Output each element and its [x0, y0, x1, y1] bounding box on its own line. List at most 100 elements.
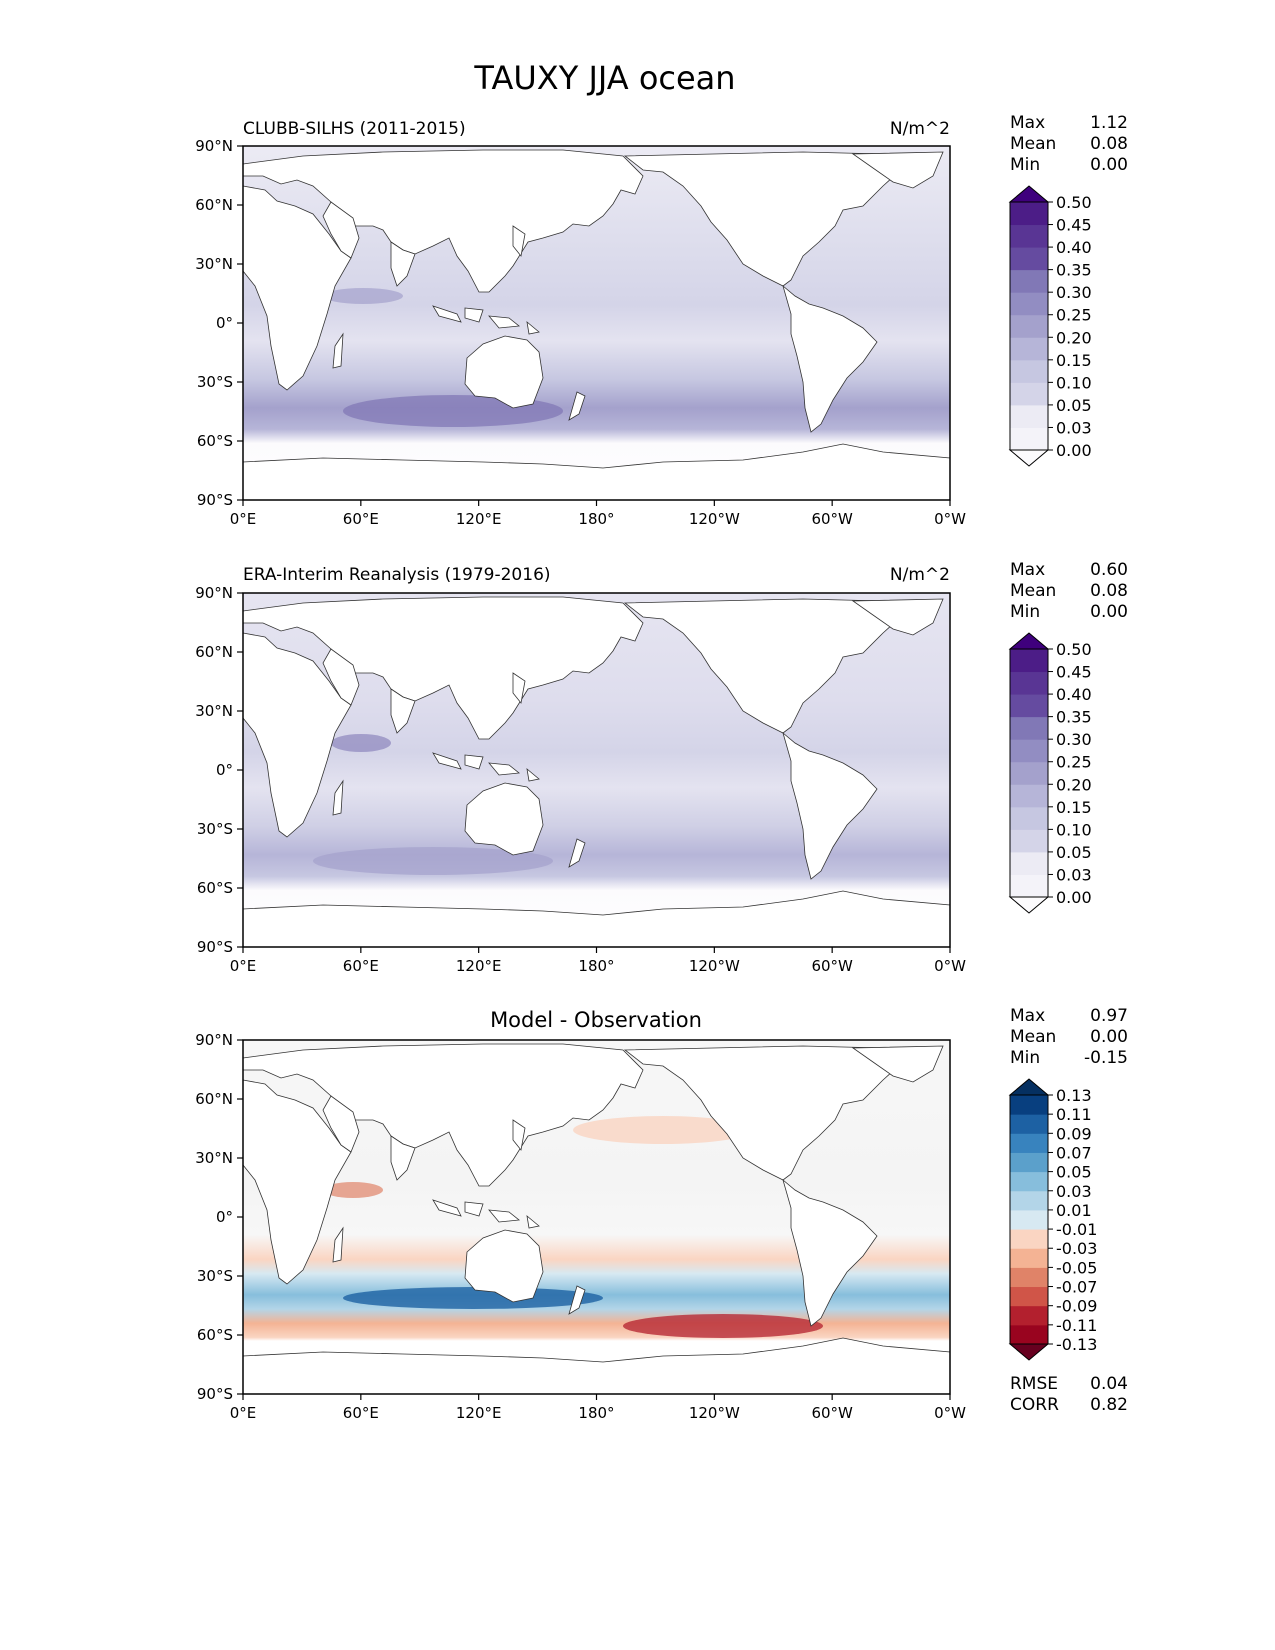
panel-3-stat-value-min: -0.15 — [1084, 1048, 1128, 1068]
colorbar-tick-label: 0.45 — [1056, 663, 1092, 682]
panel-1-stat-label-min: Min — [1010, 155, 1040, 175]
colorbar-tick-label: 0.35 — [1056, 261, 1092, 280]
panel-3-stat-value-max: 0.97 — [1090, 1006, 1128, 1026]
x-tick-label: 60°W — [811, 957, 853, 975]
colorbar-tick-label: 0.05 — [1056, 1163, 1092, 1182]
panel-3-title: Model - Observation — [490, 1008, 702, 1032]
panel-1-stat-label-mean: Mean — [1010, 134, 1056, 154]
colorbar-segment — [1010, 761, 1048, 785]
colorbar-tick-label: 0.25 — [1056, 753, 1092, 772]
colorbar-tick-label: 0.03 — [1056, 418, 1092, 437]
colorbar-tick-label: 0.35 — [1056, 708, 1092, 727]
colorbar-tick-label: 0.01 — [1056, 1201, 1092, 1220]
colorbar-extend-max — [1008, 632, 1050, 650]
y-tick-label: 60°S — [197, 879, 233, 897]
panel-2-stat-value-min: 0.00 — [1090, 602, 1128, 622]
colorbar-tick-label: -0.09 — [1056, 1297, 1097, 1316]
colorbar-extend-max — [1008, 1078, 1050, 1096]
colorbar-tick-label: -0.05 — [1056, 1258, 1097, 1277]
colorbar-segment — [1010, 1114, 1048, 1134]
panel-2-stat-label-min: Min — [1010, 602, 1040, 622]
y-tick-label: 30°S — [197, 820, 233, 838]
panel-3-positive-bias-band — [343, 1287, 603, 1309]
y-tick-label: 90°N — [195, 584, 233, 602]
colorbar-segment — [1010, 359, 1048, 383]
panel-3-stat-value-mean: 0.00 — [1090, 1027, 1128, 1047]
colorbar-segment — [1010, 292, 1048, 316]
colorbar-segment — [1010, 851, 1048, 875]
colorbar-segment — [1010, 671, 1048, 695]
y-tick-label: 60°N — [195, 643, 233, 661]
y-tick-label: 90°N — [195, 1031, 233, 1049]
colorbar-segment — [1010, 739, 1048, 763]
colorbar-segment — [1010, 202, 1048, 226]
panel-2-stat-value-max: 0.60 — [1090, 560, 1128, 580]
x-tick-label: 180° — [578, 957, 614, 975]
colorbar-tick-label: -0.13 — [1056, 1335, 1097, 1354]
colorbar-tick-label: 0.45 — [1056, 216, 1092, 235]
panel-2-arabian-sea-band — [331, 734, 391, 752]
colorbar-segment — [1010, 806, 1048, 830]
panel-3-metrics: RMSE 0.04 CORR 0.82 — [1010, 1374, 1128, 1415]
colorbar-tick-label: 0.50 — [1056, 193, 1092, 212]
colorbar-segment — [1010, 1229, 1048, 1249]
y-tick-label: 0° — [216, 1208, 233, 1226]
colorbar-segment — [1010, 874, 1048, 898]
colorbar-tick-label: 0.30 — [1056, 283, 1092, 302]
colorbar-tick-label: 0.20 — [1056, 328, 1092, 347]
panel-3-xaxis: 0°E 60°E 120°E 180° 120°W 60°W 0°W — [230, 1394, 966, 1422]
colorbar-segment — [1010, 1324, 1048, 1345]
colorbar-segment — [1010, 649, 1048, 673]
panel-1-stat-value-max: 1.12 — [1090, 113, 1128, 133]
colorbar-tick-label: 0.25 — [1056, 306, 1092, 325]
y-tick-label: 0° — [216, 314, 233, 332]
colorbar-tick-label: 0.09 — [1056, 1124, 1092, 1143]
colorbar-segment — [1010, 269, 1048, 293]
colorbar-outline — [1009, 201, 1049, 451]
panel-3-rmse-value: 0.04 — [1090, 1374, 1128, 1394]
colorbar-tick-label: 0.15 — [1056, 798, 1092, 817]
panel-3-north-pacific-bias — [573, 1116, 753, 1144]
y-tick-label: 60°S — [197, 1326, 233, 1344]
colorbar-tick-label: -0.07 — [1056, 1278, 1097, 1297]
panel-1-arabian-sea-band — [323, 288, 403, 304]
colorbar-tick-label: 0.00 — [1056, 888, 1092, 907]
y-tick-label: 60°N — [195, 1090, 233, 1108]
colorbar-tick-label: 0.13 — [1056, 1086, 1092, 1105]
colorbar-tick-label: 0.05 — [1056, 843, 1092, 862]
colorbar-tick-label: 0.03 — [1056, 1182, 1092, 1201]
colorbar-segment — [1010, 224, 1048, 248]
colorbar-tick-label: 0.30 — [1056, 730, 1092, 749]
colorbar-tick-label: 0.03 — [1056, 865, 1092, 884]
panel-1-stat-label-max: Max — [1010, 113, 1045, 133]
panel-3-arabian-sea-bias — [323, 1182, 383, 1198]
panel-2-colorbar: 0.00 0.03 0.05 0.10 0.15 0.20 0.25 0.30 0.35 0.40… — [1008, 632, 1092, 914]
y-tick-label: 30°N — [195, 1149, 233, 1167]
x-tick-label: 60°W — [811, 1404, 853, 1422]
x-tick-label: 180° — [578, 510, 614, 528]
panel-3-corr-value: 0.82 — [1090, 1395, 1128, 1415]
panel-1-stat-value-min: 0.00 — [1090, 155, 1128, 175]
panel-1-xaxis: 0°E 60°E 120°E 180° 120°W 60°W 0°W — [230, 500, 966, 528]
colorbar-segment — [1010, 784, 1048, 808]
panel-3-stat-label-min: Min — [1010, 1048, 1040, 1068]
figure-title: TAUXY JJA ocean — [473, 59, 735, 97]
colorbar-segment — [1010, 404, 1048, 428]
colorbar-tick-label: 0.40 — [1056, 238, 1092, 257]
x-tick-label: 180° — [578, 1404, 614, 1422]
panel-2: ERA-Interim Reanalysis (1979-2016) N/m^2… — [195, 560, 1128, 975]
panel-2-stats: Max 0.60 Mean 0.08 Min 0.00 — [1010, 560, 1128, 622]
x-tick-label: 60°E — [343, 957, 379, 975]
colorbar-extend-min — [1008, 896, 1050, 914]
x-tick-label: 120°W — [689, 1404, 740, 1422]
x-tick-label: 60°E — [343, 1404, 379, 1422]
colorbar-segment — [1010, 1209, 1048, 1230]
x-tick-label: 120°E — [456, 957, 502, 975]
y-tick-label: 30°S — [197, 1267, 233, 1285]
colorbar-outline — [1009, 1094, 1049, 1345]
panel-2-stat-label-max: Max — [1010, 560, 1045, 580]
colorbar-segment — [1010, 382, 1048, 406]
panel-1-stat-value-mean: 0.08 — [1090, 134, 1128, 154]
colorbar-segment — [1010, 829, 1048, 853]
